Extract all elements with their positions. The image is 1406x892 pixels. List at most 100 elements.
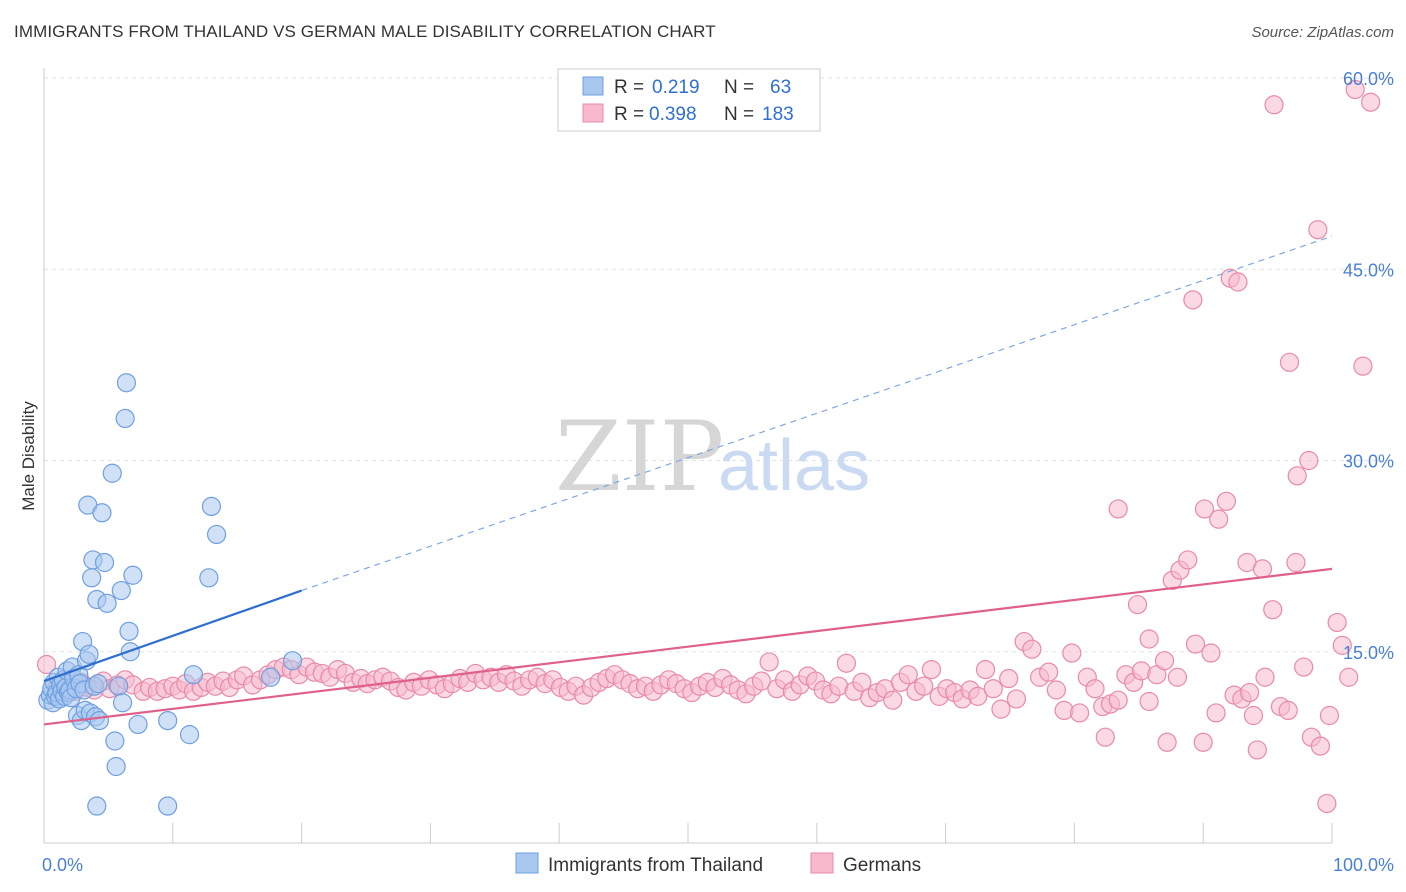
germans-point-130 [1039,662,1059,682]
germans-point-163 [1294,657,1314,677]
thailand-point-47 [112,693,133,713]
trend-lines [43,235,1333,726]
legend-n-value-germans: 183 [762,104,794,125]
germans-point-148 [1178,550,1198,570]
germans-point-162 [1286,552,1306,573]
germans-point-185 [1345,79,1365,100]
germans-point-121 [968,686,988,706]
y-tick-label-60: 60.0% [1343,69,1394,89]
chart-title: IMMIGRANTS FROM THAILAND VS GERMAN MALE … [14,22,716,41]
thailand-point-53 [128,714,148,735]
germans-point-174 [1264,95,1284,115]
germans-point-161 [1278,700,1298,721]
germans-point-191 [1206,703,1226,723]
x-tick-labels: 0.0% 100.0% [42,855,1394,875]
thailand-point-54 [87,796,107,816]
germans-point-145 [1154,651,1175,671]
germans-point-152 [1209,509,1229,529]
watermark-atlas: atlas [718,426,870,506]
thailand-point-41 [97,593,117,613]
legend: R = 0.219 N = 63 R = 0.398 N = 183 [557,68,821,132]
legend-n-label-thailand: N = [724,77,754,98]
germans-point-187 [1361,92,1381,112]
source-label: Source: ZipAtlas.com [1251,24,1394,41]
thailand-point-37 [88,674,108,694]
thailand-point-39 [92,503,112,523]
germans-point-184 [1339,667,1359,687]
germans-point-143 [1139,629,1159,649]
germans-point-175 [1279,352,1300,372]
germans-point-122 [975,659,996,680]
thailand-point-30 [79,644,99,664]
legend-r-label-thailand: R = [614,77,644,98]
bottom-legend: Immigrants from Thailand Germans [515,852,921,876]
germans-point-181 [1319,705,1340,726]
germans-point-156 [1239,682,1260,703]
germans-point-93 [751,671,772,691]
thailand-point-58 [183,665,204,685]
germans-point-169 [1194,499,1215,519]
thailand-point-46 [111,580,131,601]
germans-point-183 [1332,635,1352,655]
germans-point-180 [1317,793,1337,814]
germans-point-178 [1308,220,1328,240]
germans-point-157 [1247,740,1267,760]
germans-point-188 [1095,727,1115,747]
germans-point-134 [1069,703,1090,723]
thailand-point-59 [199,568,219,588]
thailand-point-43 [105,731,125,751]
thailand-point-55 [158,796,178,816]
thailand-point-49 [116,373,137,393]
germans-point-186 [1353,356,1373,376]
germans-point-151 [1201,643,1221,663]
germans-point-176 [1287,466,1307,486]
legend-swatch-germans [582,103,604,123]
germans-point-159 [1263,600,1283,620]
germans-point-106 [852,672,872,692]
legend-n-label-germans: N = [724,104,754,125]
germans-point-158 [1255,667,1275,687]
germans-point-124 [991,699,1011,719]
x-tick-label-100: 100.0% [1333,855,1394,875]
germans-point-125 [999,668,1019,689]
germans-point-126 [1006,689,1027,709]
germans-point-177 [1299,450,1319,471]
germans-point-0 [36,654,57,675]
thailand-point-40 [94,552,115,573]
thailand-point-63 [282,651,303,671]
thailand-point-61 [206,524,227,545]
germans-point-104 [836,653,857,673]
germans-point-115 [921,659,942,680]
germans-point-150 [1193,732,1213,752]
trend-germans [43,567,1333,726]
thailand-point-60 [201,496,222,516]
legend-r-value-thailand: 0.219 [652,77,700,98]
germans-point-167 [1157,732,1177,752]
germans-point-149 [1185,634,1206,654]
y-axis-label: Male Disability [19,401,38,511]
thailand-point-48 [115,408,135,429]
thailand-point-62 [261,667,281,687]
germans-point-110 [883,690,903,710]
germans-point-192 [1243,705,1264,726]
x-ticks [43,823,1333,843]
y-tick-label-30: 30.0% [1343,452,1394,472]
thailand-point-45 [109,676,129,696]
thailand-point-42 [102,463,122,483]
germans-point-153 [1216,491,1236,511]
watermark: ZIP atlas [555,401,870,513]
germans-point-94 [759,652,779,672]
thailand-point-56 [158,710,178,731]
thailand-point-52 [123,565,143,585]
germans-point-171 [1228,272,1248,292]
germans-point-168 [1183,290,1203,310]
legend-swatch-thailand [582,76,604,96]
y-tick-labels: 15.0% 30.0% 45.0% 60.0% [1343,69,1394,663]
thailand-point-57 [179,725,200,745]
germans-point-139 [1108,690,1128,710]
thailand-point-32 [82,568,102,588]
germans-point-182 [1327,612,1347,633]
germans-point-133 [1062,643,1082,663]
germans-point-128 [1022,639,1042,659]
